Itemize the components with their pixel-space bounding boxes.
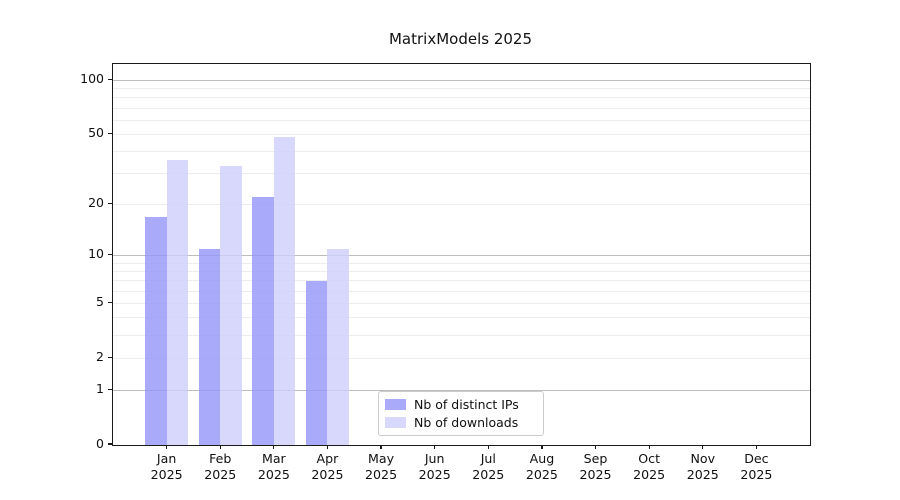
y-tick-mark bbox=[108, 132, 112, 134]
gridline-minor bbox=[113, 290, 810, 292]
gridline-minor bbox=[113, 302, 810, 304]
bar-nb-of-distinct-ips bbox=[306, 280, 328, 445]
x-tick-mark bbox=[326, 445, 329, 449]
x-tick-label: May 2025 bbox=[365, 451, 398, 482]
gridline-major bbox=[113, 79, 810, 81]
x-tick-label: Aug 2025 bbox=[525, 451, 558, 482]
x-tick-mark bbox=[702, 445, 704, 449]
y-tick-label: 5 bbox=[96, 294, 104, 310]
x-tick-mark bbox=[219, 445, 221, 449]
x-tick-mark bbox=[755, 445, 757, 449]
gridline-minor bbox=[113, 357, 810, 359]
x-tick-label: Apr 2025 bbox=[311, 451, 344, 482]
gridline-minor bbox=[113, 150, 810, 152]
y-tick-mark bbox=[108, 388, 112, 390]
y-tick-mark bbox=[108, 78, 112, 80]
legend-label: Nb of downloads bbox=[414, 414, 519, 430]
legend-swatch-distinct-ips bbox=[385, 399, 406, 411]
gridline-minor bbox=[113, 97, 810, 99]
gridline-minor bbox=[113, 262, 810, 264]
bar-nb-of-distinct-ips bbox=[145, 216, 167, 445]
legend: Nb of distinct IPs Nb of downloads bbox=[378, 391, 544, 436]
plot-area bbox=[112, 63, 811, 446]
bar-nb-of-downloads bbox=[327, 248, 349, 445]
x-tick-mark bbox=[594, 445, 597, 449]
gridline-minor bbox=[113, 87, 810, 89]
gridline-minor bbox=[113, 119, 810, 121]
y-tick-label: 1 bbox=[96, 381, 104, 397]
y-tick-mark bbox=[108, 356, 112, 358]
gridline-minor bbox=[113, 317, 810, 319]
legend-item-downloads: Nb of downloads bbox=[385, 414, 537, 431]
gridline-minor bbox=[113, 334, 810, 336]
gridline-major bbox=[113, 254, 810, 256]
y-tick-mark bbox=[108, 301, 112, 303]
x-tick-label: Oct 2025 bbox=[633, 451, 666, 482]
x-tick-label: Feb 2025 bbox=[204, 451, 237, 482]
y-tick-label: 100 bbox=[80, 71, 104, 87]
x-tick-mark bbox=[380, 445, 382, 449]
y-tick-label: 50 bbox=[88, 125, 104, 141]
x-tick-mark bbox=[541, 445, 543, 449]
bar-nb-of-distinct-ips bbox=[198, 248, 221, 445]
x-tick-label: Mar 2025 bbox=[257, 451, 290, 482]
x-tick-mark bbox=[648, 445, 650, 449]
chart-title: MatrixModels 2025 bbox=[388, 30, 533, 48]
x-tick-mark bbox=[487, 445, 489, 449]
gridline-minor bbox=[113, 270, 810, 272]
gridline-minor bbox=[113, 107, 810, 109]
y-tick-label: 2 bbox=[96, 349, 104, 365]
y-tick-mark bbox=[108, 443, 112, 445]
x-tick-mark bbox=[166, 445, 168, 449]
gridline-minor bbox=[113, 203, 810, 205]
bar-nb-of-distinct-ips bbox=[252, 197, 274, 445]
legend-swatch-downloads bbox=[385, 416, 406, 428]
x-tick-label: Jan 2025 bbox=[150, 451, 183, 482]
x-tick-label: Dec 2025 bbox=[740, 451, 773, 482]
gridline-minor bbox=[113, 280, 810, 282]
x-tick-label: Sep 2025 bbox=[579, 451, 612, 482]
gridline-minor bbox=[113, 173, 810, 175]
bar-nb-of-downloads bbox=[166, 159, 189, 445]
gridline-major bbox=[113, 389, 810, 391]
legend-label: Nb of distinct IPs bbox=[414, 397, 519, 413]
y-tick-mark bbox=[108, 202, 112, 204]
gridline-minor bbox=[113, 133, 810, 135]
legend-item-distinct-ips: Nb of distinct IPs bbox=[385, 396, 537, 413]
bar-nb-of-downloads bbox=[220, 166, 242, 445]
y-tick-label: 20 bbox=[88, 195, 104, 211]
x-tick-label: Jul 2025 bbox=[472, 451, 505, 482]
x-tick-mark bbox=[273, 445, 275, 449]
x-tick-label: Jun 2025 bbox=[418, 451, 451, 482]
bar-nb-of-downloads bbox=[273, 137, 296, 445]
y-tick-label: 10 bbox=[88, 246, 104, 262]
x-tick-mark bbox=[434, 445, 436, 449]
y-tick-label: 0 bbox=[96, 436, 104, 451]
x-tick-label: Nov 2025 bbox=[686, 451, 719, 482]
y-tick-mark bbox=[108, 253, 112, 256]
